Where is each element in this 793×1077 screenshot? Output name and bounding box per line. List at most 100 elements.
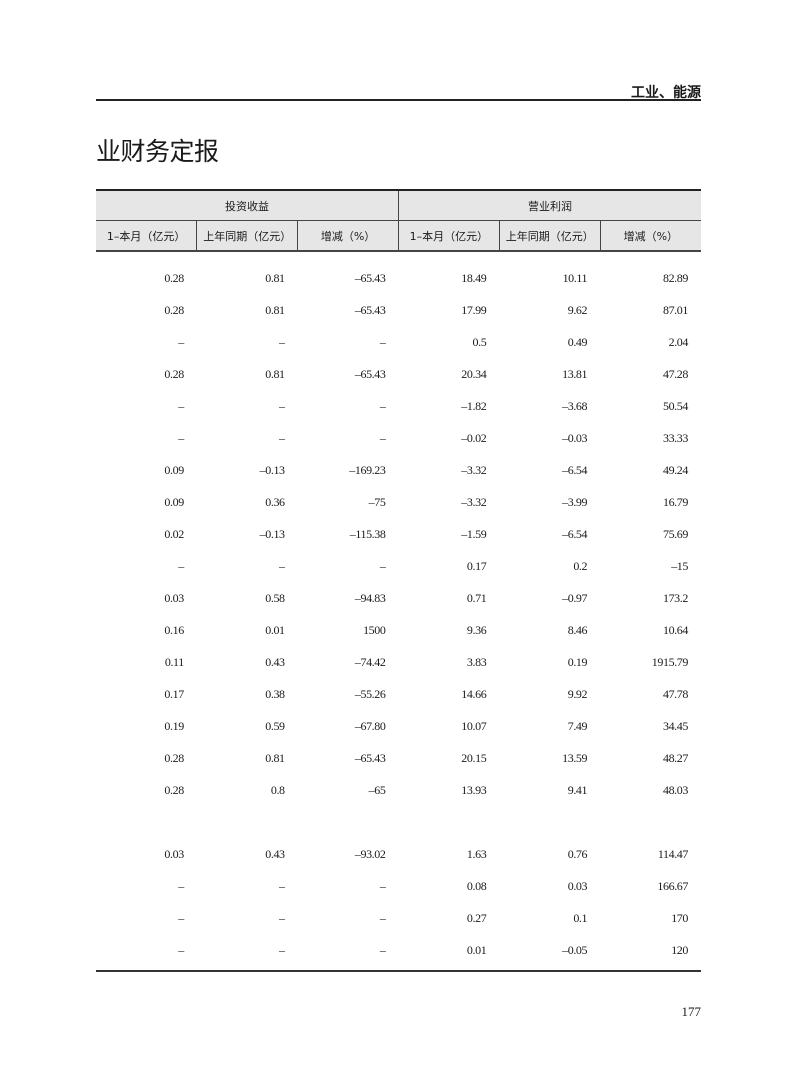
table-cell: – — [279, 878, 285, 893]
table-cell: – — [178, 910, 184, 925]
table-cell: 87.01 — [662, 302, 688, 317]
table-cell: 0.8 — [270, 782, 285, 797]
table-cell: –93.02 — [354, 846, 386, 861]
table-row: 0.09 –0.13 –169.23 –3.32 –6.54 49.24 — [96, 454, 701, 486]
table-cell: 0.03 — [164, 590, 184, 605]
table-cell: –74.42 — [354, 654, 386, 669]
table-cell: –169.23 — [349, 462, 386, 477]
column-header: 增减（%） — [297, 220, 399, 252]
table-cell: 34.45 — [662, 718, 688, 733]
table-cell: 13.81 — [562, 366, 588, 381]
table-row: 0.19 0.59 –67.80 10.07 7.49 34.45 — [96, 710, 701, 742]
table-cell: 0.81 — [265, 302, 285, 317]
table-cell: 16.79 — [662, 494, 688, 509]
table-cell: – — [178, 398, 184, 413]
table-cell: –3.32 — [461, 462, 487, 477]
table-cell: 13.59 — [562, 750, 588, 765]
table-cell: 9.41 — [567, 782, 588, 797]
table-cell: –65.43 — [354, 366, 386, 381]
table-cell: 48.27 — [662, 750, 688, 765]
table-cell: 0.17 — [164, 686, 184, 701]
table-cell: 82.89 — [662, 270, 688, 285]
table-cell: 18.49 — [461, 270, 487, 285]
table-cell: 0.58 — [265, 590, 285, 605]
table-cell: 120 — [600, 934, 701, 972]
table-cell: 0.59 — [265, 718, 285, 733]
table-cell: – — [379, 910, 386, 925]
table-cell: 47.28 — [662, 366, 688, 381]
table-cell: –115.38 — [349, 526, 386, 541]
table-cell: –55.26 — [354, 686, 386, 701]
table-cell: 0.36 — [265, 494, 285, 509]
table-cell: 0.1 — [573, 910, 588, 925]
table-cell: – — [196, 934, 298, 972]
table-cell: 0.81 — [265, 750, 285, 765]
table-cell — [499, 806, 600, 838]
group-header: 营业利润 — [398, 189, 701, 221]
table-cell: 17.99 — [461, 302, 487, 317]
table-row — [96, 806, 701, 838]
table-cell: 166.67 — [657, 878, 688, 893]
table-cell: 1915.79 — [651, 654, 689, 669]
table-cell: –6.54 — [562, 462, 588, 477]
table-cell: 75.69 — [662, 526, 688, 541]
table-cell: 2.04 — [668, 334, 689, 349]
table-row: – – – –0.02 –0.03 33.33 — [96, 422, 701, 454]
table-cell: 9.92 — [567, 686, 588, 701]
table-cell: –65.43 — [354, 302, 386, 317]
table-cell: 0.28 — [164, 750, 184, 765]
table-cell: –3.32 — [461, 494, 487, 509]
table-cell: 9.36 — [466, 622, 487, 637]
table-cell: –0.97 — [562, 590, 588, 605]
column-header: 增减（%） — [600, 220, 701, 252]
table-cell: 0.03 — [567, 878, 588, 893]
table-cell: –94.83 — [354, 590, 386, 605]
table-cell: 0.16 — [164, 622, 184, 637]
table-cell: – — [279, 910, 285, 925]
group-header: 投资收益 — [96, 189, 399, 221]
table-cell — [96, 806, 197, 838]
table-cell: –0.13 — [259, 526, 285, 541]
table-row: – – – –1.82 –3.68 50.54 — [96, 390, 701, 422]
table-cell: 1500 — [363, 622, 386, 637]
table-cell: – — [279, 334, 285, 349]
table-cell: – — [379, 398, 386, 413]
table-cell: – — [379, 558, 386, 573]
table-row: 0.03 0.43 –93.02 1.63 0.76 114.47 — [96, 838, 701, 870]
table-cell: 0.2 — [573, 558, 588, 573]
data-table: 投资收益 营业利润 1–本月（亿元） 上年同期（亿元） 增减（%） 1–本月（亿… — [96, 189, 701, 972]
table-row: – – – 0.5 0.49 2.04 — [96, 326, 701, 358]
table-cell: 0.09 — [164, 462, 184, 477]
table-cell: 0.27 — [466, 910, 487, 925]
table-cell: 9.62 — [567, 302, 588, 317]
column-header: 上年同期（亿元） — [196, 220, 299, 252]
table-cell: 0.76 — [567, 846, 588, 861]
table-row: – – – 0.17 0.2 –15 — [96, 550, 701, 582]
table-cell: – — [379, 334, 386, 349]
table-cell: 0.02 — [164, 526, 184, 541]
table-cell: 14.66 — [461, 686, 487, 701]
table-cell: – — [279, 558, 285, 573]
table-cell: 47.78 — [662, 686, 688, 701]
table-cell: –65.43 — [354, 750, 386, 765]
page-title: 业财务定报 — [96, 137, 219, 166]
table-cell: 0.19 — [567, 654, 588, 669]
table-cell: –0.13 — [259, 462, 285, 477]
table-cell: – — [178, 430, 184, 445]
table-cell — [600, 806, 701, 838]
table-cell — [398, 806, 499, 838]
table-cell — [197, 806, 298, 838]
table-cell: – — [178, 878, 184, 893]
table-cell: – — [379, 878, 386, 893]
table-cell: 10.11 — [562, 270, 588, 285]
table-cell: 0.28 — [164, 302, 184, 317]
page-number: 177 — [681, 1004, 702, 1019]
table-cell: 0.43 — [265, 654, 285, 669]
table-row: – – –0.01 –0.05 120 — [96, 934, 701, 972]
table-cell: 0.01 — [265, 622, 285, 637]
table-cell: –15 — [671, 558, 688, 573]
table-cell: –6.54 — [562, 526, 588, 541]
table-cell: 0.49 — [567, 334, 588, 349]
table-cell: – — [379, 430, 386, 445]
table-cell: 48.03 — [662, 782, 688, 797]
